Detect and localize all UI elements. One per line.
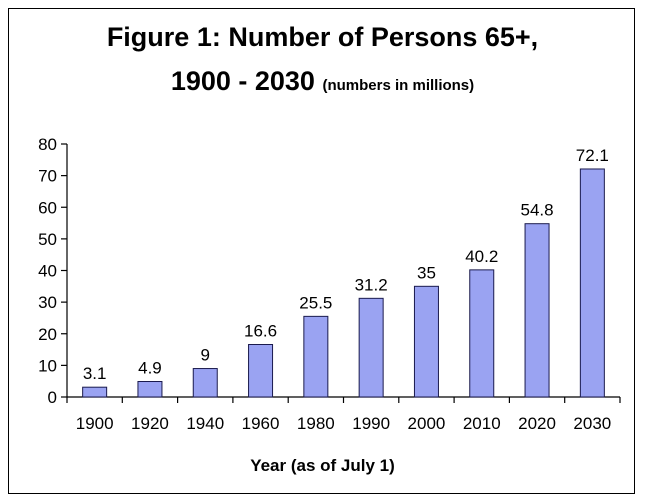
y-tick-label: 0	[48, 388, 57, 407]
data-label-1900: 3.1	[83, 364, 107, 383]
bar-1990	[359, 298, 383, 397]
x-tick-label-1940: 1940	[186, 414, 224, 433]
y-tick-label: 50	[38, 230, 57, 249]
bar-1900	[83, 387, 107, 397]
bar-1920	[138, 382, 162, 397]
bar-2030	[580, 169, 604, 397]
bar-1980	[304, 316, 328, 397]
x-tick-label-1960: 1960	[242, 414, 280, 433]
bar-2000	[414, 286, 438, 397]
x-tick-label-1980: 1980	[297, 414, 335, 433]
data-label-1960: 16.6	[244, 322, 277, 341]
data-label-1940: 9	[201, 346, 210, 365]
x-tick-label-2010: 2010	[463, 414, 501, 433]
x-axis-label: Year (as of July 1)	[0, 456, 645, 476]
bar-2020	[525, 224, 549, 397]
y-tick-label: 70	[38, 167, 57, 186]
bar-2010	[470, 270, 494, 397]
y-tick-label: 40	[38, 262, 57, 281]
data-label-1980: 25.5	[299, 293, 332, 312]
y-tick-label: 30	[38, 293, 57, 312]
data-label-2000: 35	[417, 263, 436, 282]
y-tick-label: 20	[38, 325, 57, 344]
data-label-1990: 31.2	[355, 275, 388, 294]
y-tick-label: 60	[38, 198, 57, 217]
data-label-2010: 40.2	[465, 247, 498, 266]
y-tick-label: 80	[38, 135, 57, 154]
x-tick-label-1990: 1990	[352, 414, 390, 433]
data-label-2020: 54.8	[521, 201, 554, 220]
x-tick-label-2020: 2020	[518, 414, 556, 433]
data-label-1920: 4.9	[138, 359, 162, 378]
bar-1960	[249, 345, 273, 397]
bar-1940	[193, 369, 217, 397]
x-tick-label-2000: 2000	[408, 414, 446, 433]
data-label-2030: 72.1	[576, 146, 609, 165]
y-tick-label: 10	[38, 356, 57, 375]
x-tick-label-2030: 2030	[573, 414, 611, 433]
x-tick-label-1920: 1920	[131, 414, 169, 433]
x-tick-label-1900: 1900	[76, 414, 114, 433]
